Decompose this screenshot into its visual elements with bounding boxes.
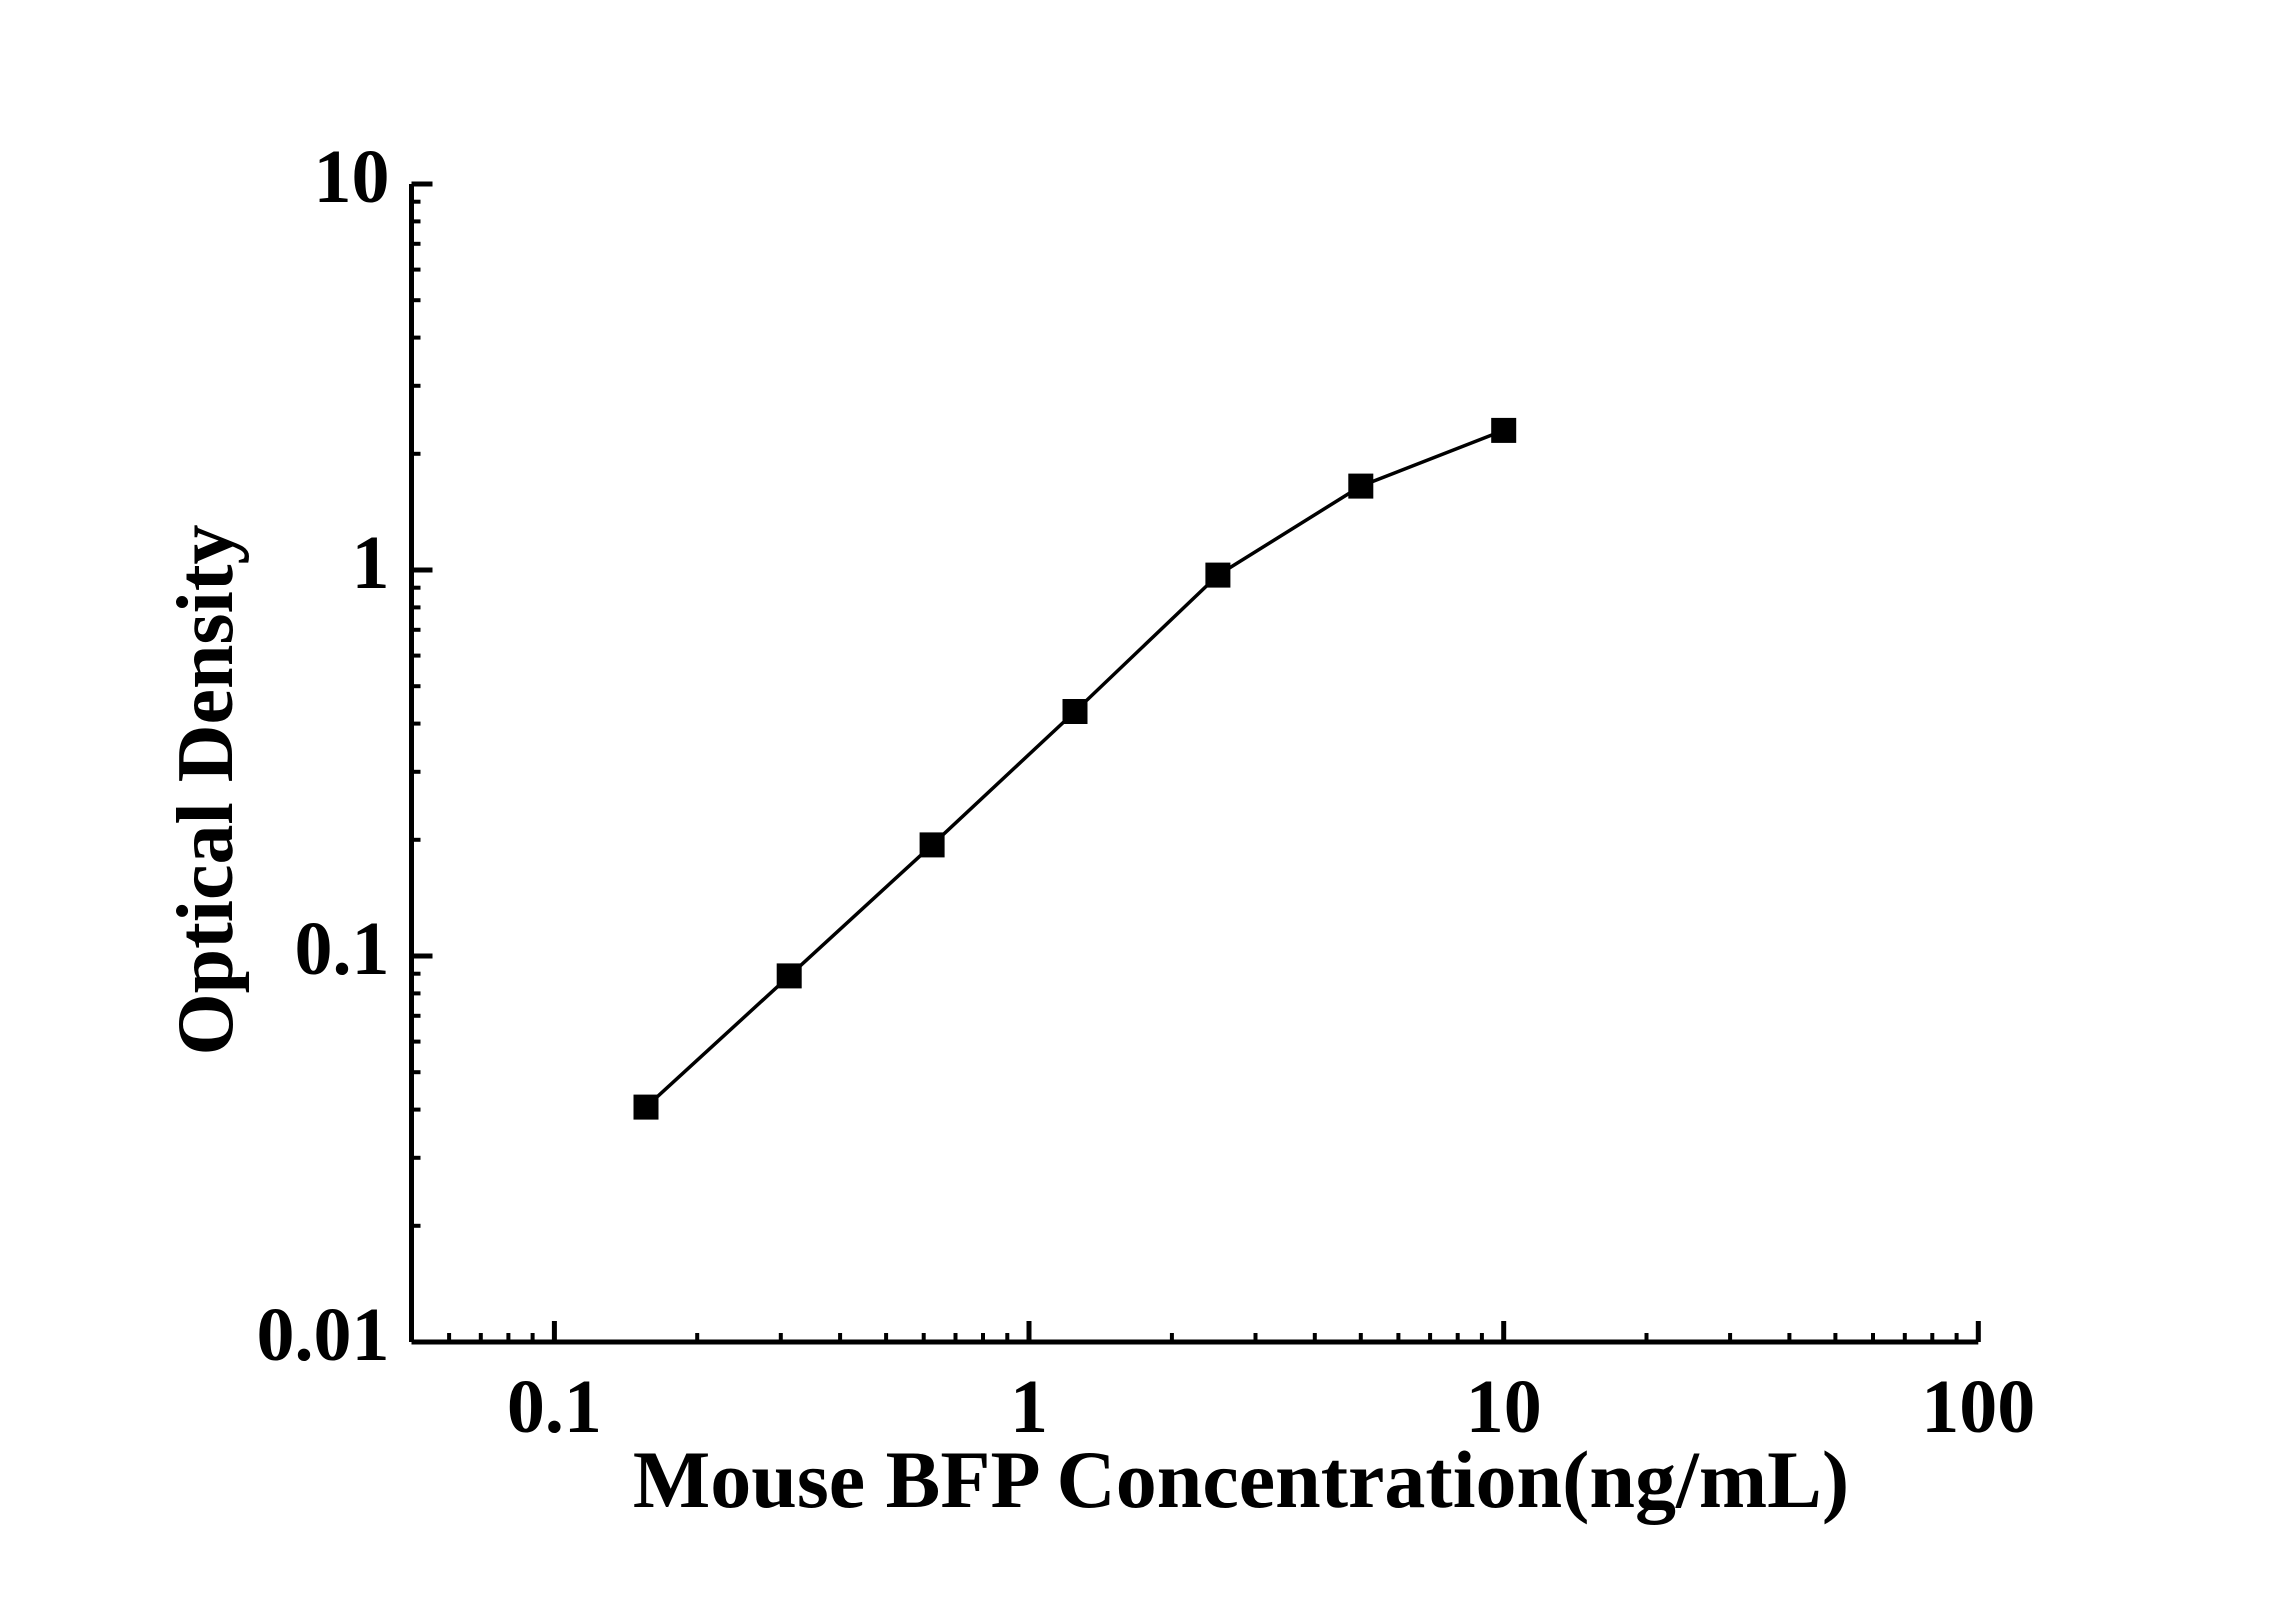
svg-text:100: 100 xyxy=(1921,1365,2035,1449)
svg-text:Optical Density: Optical Density xyxy=(162,524,250,1055)
svg-text:0.01: 0.01 xyxy=(257,1293,390,1377)
svg-text:1: 1 xyxy=(352,521,390,605)
svg-text:10: 10 xyxy=(314,135,390,219)
svg-text:0.1: 0.1 xyxy=(507,1365,602,1449)
svg-text:Mouse BFP Concentration(ng/mL): Mouse BFP Concentration(ng/mL) xyxy=(633,1434,1849,1525)
svg-text:0.1: 0.1 xyxy=(295,907,390,991)
